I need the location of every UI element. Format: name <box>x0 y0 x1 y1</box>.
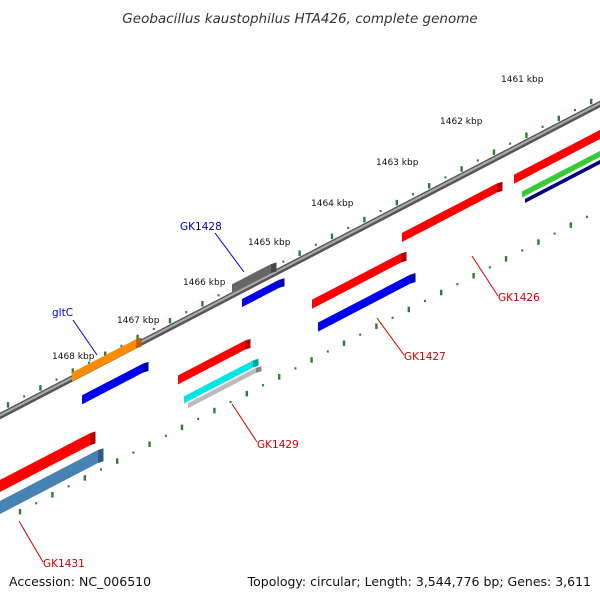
gene-leader-line <box>231 403 258 443</box>
tick-label: 1461 kbp <box>501 75 544 85</box>
feature-face <box>178 340 245 385</box>
tick-label: 1467 kbp <box>117 316 160 326</box>
topology-text: Topology: circular; Length: 3,544,776 bp… <box>247 574 591 589</box>
gene-bar-GK1426-adj <box>514 130 600 184</box>
gene-leader-line <box>471 255 499 297</box>
gene-bar-GK1426 <box>402 181 503 242</box>
feature-end <box>253 358 259 368</box>
feature-end <box>143 361 149 373</box>
feature-end <box>90 431 96 446</box>
feature-face <box>0 450 98 514</box>
tick-label: 1463 kbp <box>376 158 419 168</box>
map-title: Geobacillus kaustophilus HTA426, complet… <box>122 11 477 27</box>
tick-label: 1466 kbp <box>183 278 226 288</box>
feature-face <box>514 130 600 184</box>
gene-leader-line <box>214 232 245 273</box>
gene-bar-GK1429 <box>178 338 251 385</box>
feature-face <box>184 360 253 404</box>
cog-bar-GK1429 <box>184 358 259 404</box>
feature-end <box>401 251 407 263</box>
feature-layer <box>0 130 600 514</box>
feature-end <box>497 181 503 193</box>
cog-bar-GK1431 <box>0 448 104 514</box>
gene-leader-line <box>18 520 44 563</box>
tick-label: 1465 kbp <box>248 238 291 248</box>
cog-bar-green <box>522 150 600 198</box>
gene-label-GK1426: GK1426 <box>498 292 540 304</box>
gene-label-gltC: gltC <box>52 307 73 319</box>
gene-label-GK1428: GK1428 <box>180 221 222 233</box>
gene-bar-gltC <box>72 337 142 382</box>
label-layer: GK1426 GK1427 GK1428 gltC GK1429 GK1431 <box>18 221 540 570</box>
feature-end <box>256 366 262 373</box>
feature-face <box>318 274 410 332</box>
feature-face <box>312 253 401 309</box>
gene-leader-line <box>72 319 98 356</box>
tick-layer: 1461 kbp 1462 kbp 1463 kbp 1464 kbp 1465 kbp… <box>6 75 593 515</box>
gene-bar-GK1431 <box>0 431 96 493</box>
feature-end <box>245 338 251 350</box>
cog-bar-GK1428 <box>242 278 285 308</box>
feature-face <box>242 279 279 308</box>
accession-text: Accession: NC_006510 <box>9 574 152 589</box>
feature-face <box>522 150 600 198</box>
feature-end <box>410 273 416 284</box>
feature-end <box>279 278 285 288</box>
gene-leader-line <box>376 317 405 356</box>
gene-label-GK1431: GK1431 <box>43 558 85 570</box>
gene-bar-GK1427 <box>312 251 407 309</box>
feature-end <box>271 262 277 274</box>
tick-label: 1464 kbp <box>311 199 354 209</box>
cog-bar-navy <box>525 159 600 203</box>
feature-face <box>0 433 90 493</box>
tick-label: 1462 kbp <box>440 117 483 127</box>
cog-bar-GK1429b <box>188 366 262 409</box>
feature-end <box>98 448 104 464</box>
gene-label-GK1429: GK1429 <box>257 439 299 451</box>
tick-label: 1468 kbp <box>52 352 95 362</box>
feature-end <box>136 337 142 349</box>
feature-face <box>188 367 256 409</box>
feature-face <box>72 339 136 382</box>
feature-face <box>525 159 600 203</box>
gene-bar-GK1428 <box>232 262 277 294</box>
gene-label-GK1427: GK1427 <box>404 351 446 363</box>
feature-face <box>82 363 143 405</box>
cog-bar-gltC <box>82 361 149 405</box>
feature-face <box>402 183 497 242</box>
cog-bar-GK1427 <box>318 273 416 332</box>
feature-face <box>232 264 271 294</box>
